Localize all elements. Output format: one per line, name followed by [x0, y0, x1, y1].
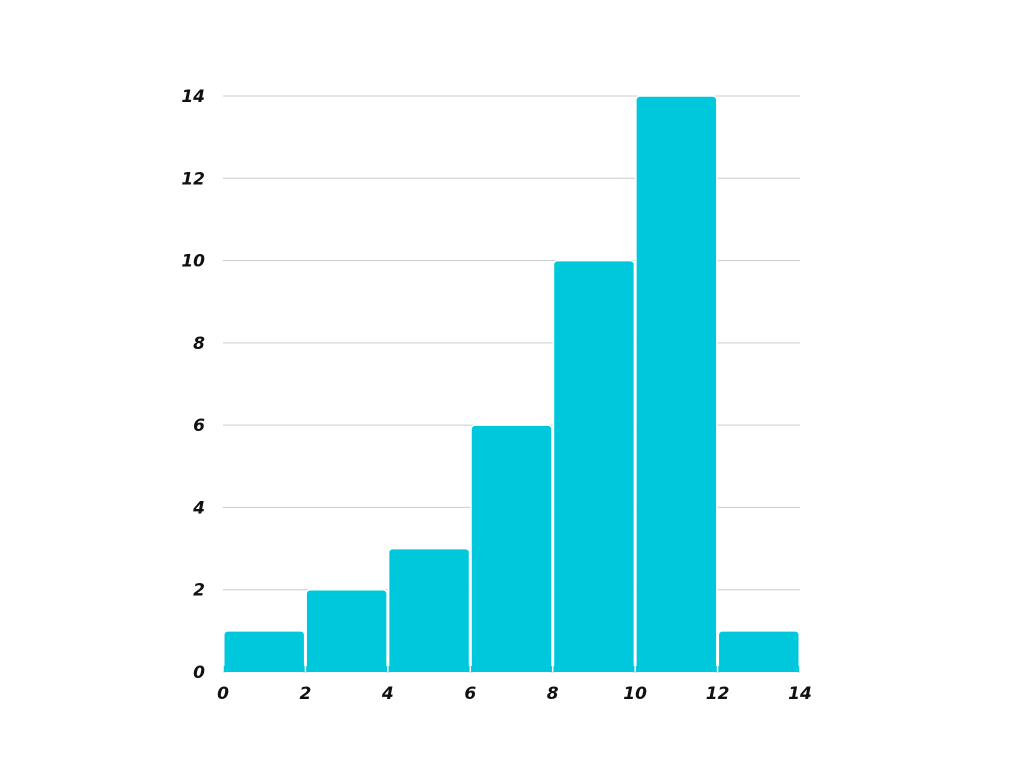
y-tick-label-0: 0 — [193, 663, 205, 683]
bar-base-6-8 — [471, 666, 552, 672]
y-tick-label-6: 6 — [193, 416, 205, 436]
bar-4-6 — [387, 547, 471, 673]
bar-0-2 — [223, 630, 306, 673]
y-tick-label-2: 2 — [193, 581, 205, 601]
bar-base-2-4 — [306, 666, 388, 672]
bars — [223, 95, 800, 673]
bar-10-12 — [635, 95, 718, 673]
x-tick-label-12: 12 — [706, 684, 730, 704]
bar-6-8 — [470, 424, 553, 673]
x-tick-label-6: 6 — [464, 684, 476, 704]
x-axis-ticks: 0 2 4 6 8 10 12 14 — [217, 684, 812, 704]
bar-8-10 — [552, 259, 636, 673]
bar-base-4-6 — [388, 666, 470, 672]
x-tick-label-8: 8 — [547, 684, 559, 704]
bar-2-4 — [305, 588, 388, 673]
y-tick-label-14: 14 — [181, 87, 205, 107]
bar-base-0-2 — [223, 666, 305, 672]
bar-base-12-14 — [718, 666, 800, 672]
y-tick-label-10: 10 — [181, 252, 205, 272]
y-tick-label-12: 12 — [181, 169, 205, 189]
bar-12-14 — [717, 630, 800, 673]
bar-base-8-10 — [553, 666, 635, 672]
y-tick-label-8: 8 — [193, 334, 205, 354]
x-tick-label-10: 10 — [623, 684, 647, 704]
x-tick-label-14: 14 — [788, 684, 812, 704]
y-tick-label-4: 4 — [192, 498, 205, 518]
x-tick-label-0: 0 — [217, 684, 229, 704]
bar-base-10-12 — [635, 666, 717, 672]
x-tick-label-4: 4 — [381, 684, 394, 704]
y-axis-ticks: 0 2 4 6 8 10 12 14 — [181, 87, 205, 683]
x-tick-label-2: 2 — [300, 684, 312, 704]
